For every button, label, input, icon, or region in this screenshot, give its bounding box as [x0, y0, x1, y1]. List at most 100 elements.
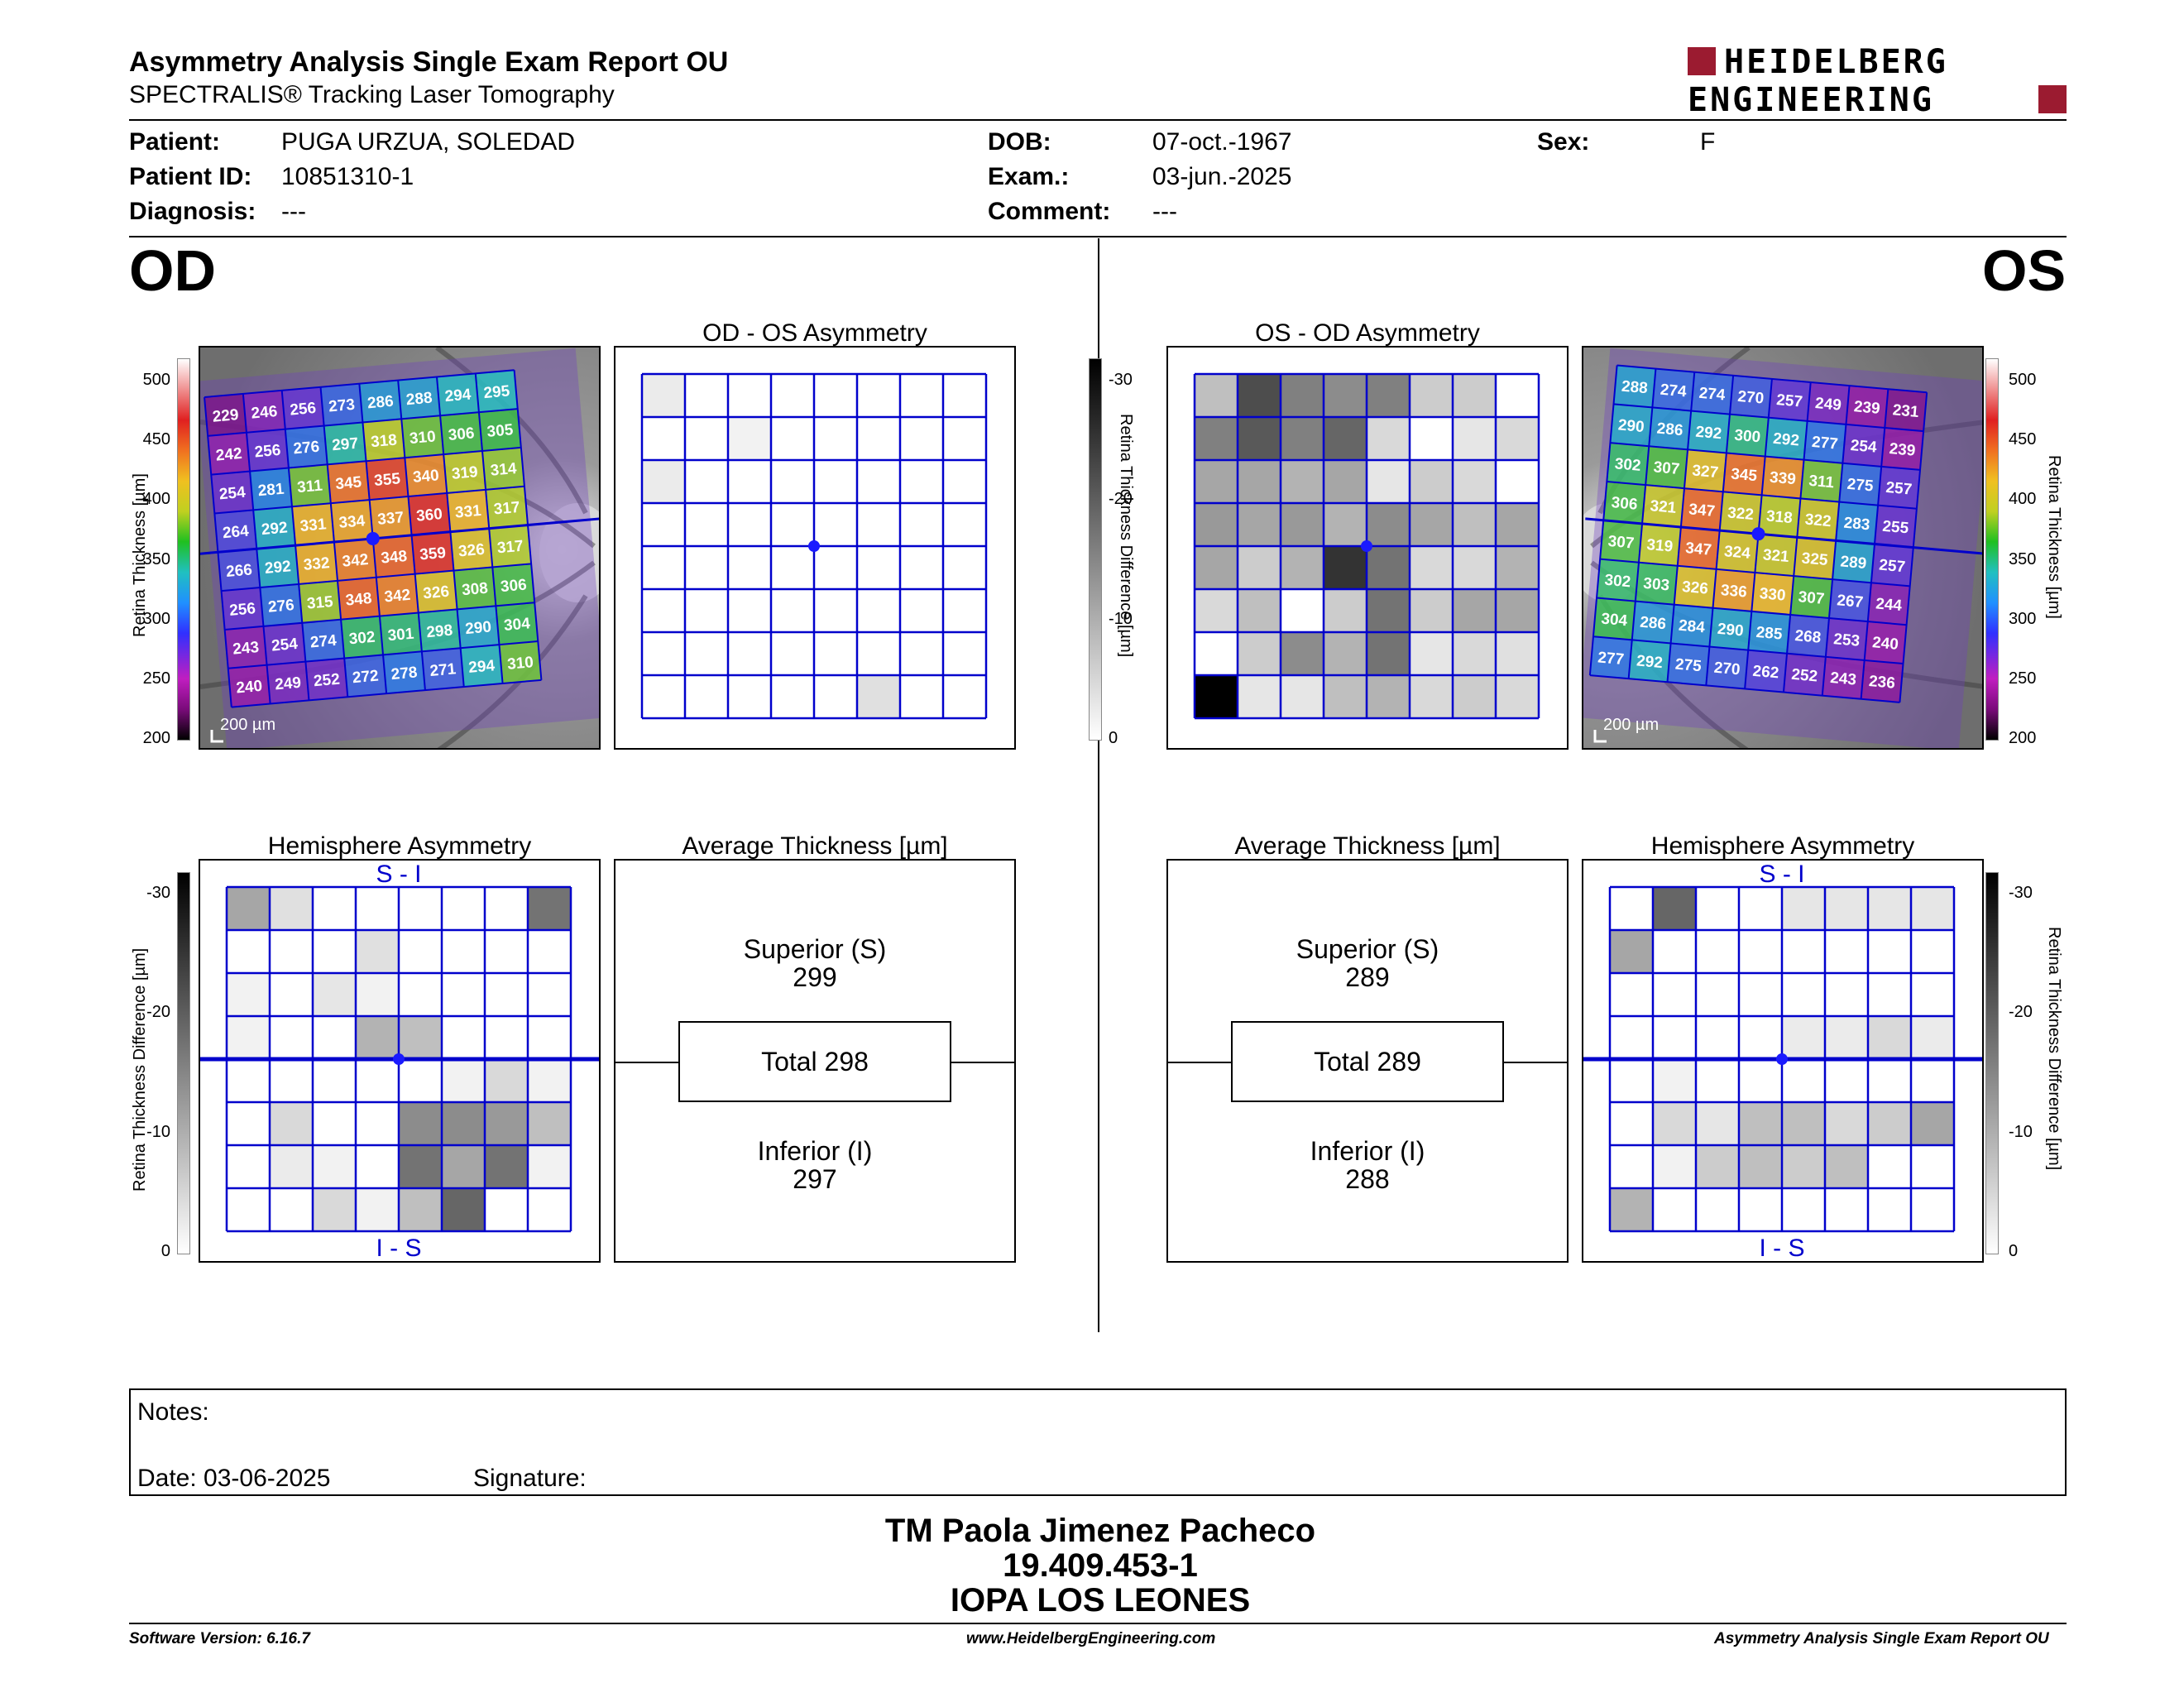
asymmetry-cell	[685, 546, 728, 589]
asymmetry-cell	[857, 675, 900, 718]
asymmetry-cell	[1653, 1188, 1696, 1231]
thickness-cell	[492, 563, 535, 607]
thickness-cell	[1667, 643, 1710, 686]
thickness-cell	[1726, 414, 1769, 457]
inferior-value-os: 288	[1345, 1164, 1390, 1194]
asymmetry-cell	[1868, 1145, 1911, 1188]
website-link[interactable]: www.HeidelbergEngineering.com	[966, 1630, 1216, 1647]
thickness-cell	[369, 496, 412, 539]
thickness-cell	[418, 609, 461, 652]
thickness-value: 319	[1646, 536, 1674, 556]
thickness-cell	[450, 528, 493, 571]
thickness-value: 306	[500, 576, 527, 596]
thickness-value: 283	[1843, 515, 1870, 535]
thickness-cell	[1642, 485, 1684, 527]
asymmetry-cell	[1238, 417, 1281, 460]
asymmetry-cell	[1496, 632, 1539, 675]
sex-value: F	[1700, 128, 1716, 156]
asymmetry-cell	[442, 1016, 485, 1059]
thickness-cell	[421, 648, 464, 691]
superior-label-os: Superior (S)	[1296, 934, 1439, 964]
asymmetry-cell	[356, 973, 399, 1016]
colorbar-tick-label: -20	[1109, 490, 1133, 509]
thickness-cell	[1722, 453, 1765, 496]
asymmetry-cell	[1782, 1145, 1825, 1188]
inferior-value-od: 297	[793, 1164, 837, 1194]
asymmetry-cell	[399, 1145, 442, 1188]
thickness-value: 307	[1798, 588, 1825, 608]
comment-value: ---	[1152, 198, 1177, 225]
thickness-value: 292	[261, 519, 288, 539]
asymmetry-cell	[900, 374, 943, 417]
asymmetry-cell	[1496, 460, 1539, 503]
asymmetry-cell	[270, 930, 313, 973]
thickness-value: 277	[1597, 649, 1624, 669]
report-title: Asymmetry Analysis Single Exam Report OU	[129, 46, 729, 78]
thickness-value: 274	[1660, 381, 1688, 401]
grid-line	[1600, 558, 1910, 587]
thickness-value: 278	[390, 664, 418, 683]
thickness-value: 286	[1639, 614, 1666, 634]
asymmetry-cell	[943, 675, 986, 718]
thickness-value: 266	[225, 561, 252, 581]
thickness-value: 307	[1653, 458, 1680, 478]
thickness-cell	[1680, 488, 1723, 531]
asymmetry-cell	[1739, 1145, 1782, 1188]
colorbar-tick-label: 350	[142, 549, 170, 568]
asymmetry-cell	[1453, 460, 1496, 503]
asymmetry-cell	[642, 675, 685, 718]
thickness-cell	[1794, 537, 1837, 580]
thickness-value: 347	[1688, 501, 1715, 520]
thickness-cell	[224, 626, 267, 669]
center-divider	[1098, 238, 1099, 1332]
thickness-value: 256	[254, 442, 281, 462]
thickness-value: 327	[1692, 462, 1719, 482]
thickness-cell	[1881, 428, 1924, 470]
asymmetry-cell	[771, 632, 814, 675]
thickness-cell	[288, 464, 331, 507]
thickness-cell	[1822, 656, 1865, 699]
thickness-cell	[327, 461, 370, 504]
asymmetry-cell	[1281, 417, 1324, 460]
notes-signature-label: Signature:	[473, 1465, 587, 1492]
inferior-label-os: Inferior (I)	[1310, 1136, 1425, 1166]
asymmetry-cell	[771, 460, 814, 503]
thickness-cell	[204, 393, 247, 436]
asymmetry-cell	[1281, 675, 1324, 718]
thickness-cell	[1719, 492, 1762, 535]
horizontal-meridian	[200, 517, 599, 555]
asymmetry-cell	[1696, 1188, 1739, 1231]
thickness-cell	[457, 606, 500, 649]
scale-bar-label: 200 µm	[220, 716, 275, 734]
asymmetry-cell	[1739, 973, 1782, 1016]
asymmetry-cell	[943, 546, 986, 589]
thickness-value: 321	[1650, 497, 1678, 517]
colorbar-tick-label: 300	[2009, 609, 2037, 628]
asymmetry-cell	[1739, 887, 1782, 930]
dob-value: 07-oct.-1967	[1152, 128, 1292, 156]
asymmetry-cell	[1610, 887, 1653, 930]
footer-divider	[129, 1623, 2067, 1624]
thickness-cell	[1832, 540, 1875, 583]
notes-box[interactable]: Notes: Date: 03-06-2025 Signature:	[129, 1388, 2067, 1496]
asymmetry-cell	[1238, 675, 1281, 718]
thickness-value: 276	[293, 439, 320, 458]
asymmetry-cell	[485, 1059, 528, 1102]
asymmetry-cell	[1410, 546, 1453, 589]
hemisphere-title-od: Hemisphere Asymmetry	[267, 832, 532, 860]
asymmetry-cell	[642, 503, 685, 546]
thickness-cell	[1603, 481, 1646, 524]
thickness-cell	[1839, 463, 1882, 506]
asymmetry-cell	[227, 887, 270, 930]
thickness-value: 274	[1698, 385, 1727, 405]
thickness-cell	[1613, 365, 1656, 408]
thickness-cell	[1846, 386, 1889, 429]
thickness-cell	[376, 573, 419, 616]
patient-id-value: 10851310-1	[281, 163, 414, 190]
asymmetry-cell	[1825, 1145, 1868, 1188]
asymmetry-cell	[771, 374, 814, 417]
asymmetry-cell	[1281, 503, 1324, 546]
thickness-cell	[440, 412, 483, 455]
thickness-value: 294	[468, 657, 496, 677]
thickness-cell	[341, 616, 384, 659]
